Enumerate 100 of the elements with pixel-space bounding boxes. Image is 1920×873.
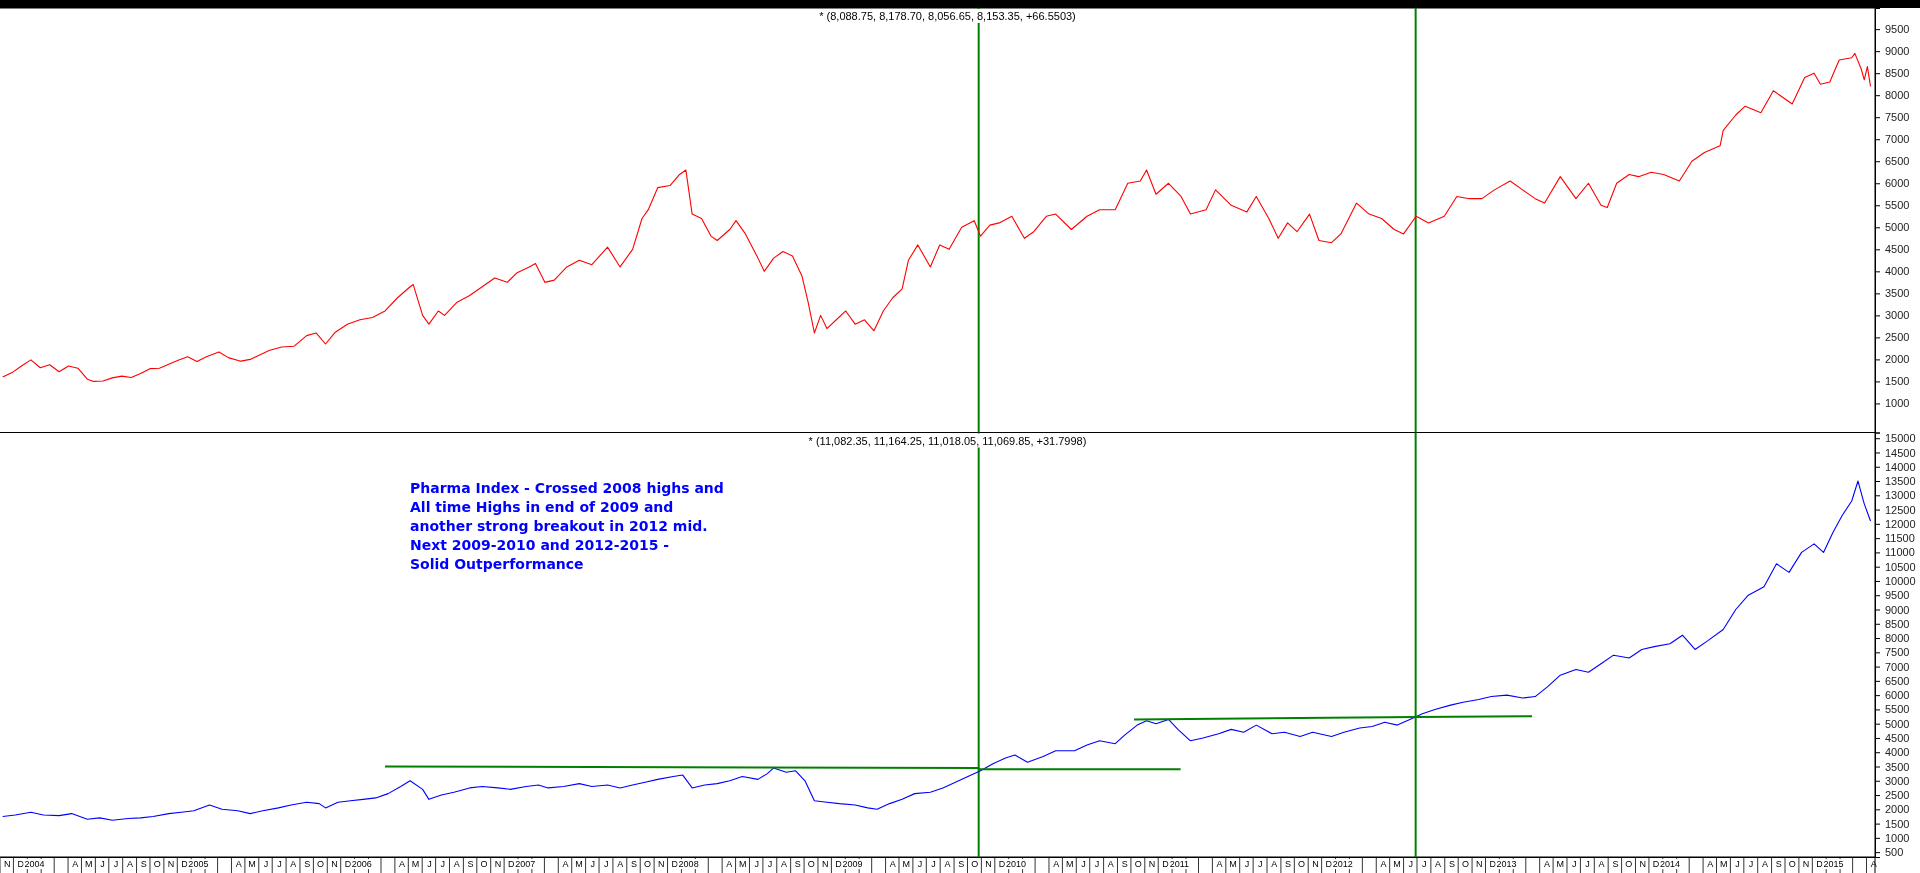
x-tick-label: N (167, 859, 175, 870)
line-series (2, 52, 1872, 382)
x-tick-label: S (631, 859, 638, 870)
y-tick-label: 11000 (1885, 546, 1915, 559)
x-tick-label: O (1134, 859, 1142, 870)
x-tick-label: A (399, 859, 406, 870)
x-tick-label: S (1775, 859, 1782, 870)
x-tick-label: 2004 (24, 859, 45, 870)
annotation: Pharma Index - Crossed 2008 highs and All time Highs in end of 2009 and another strong breakout in 2012 mid. Next 2009-2010 and 2012-2015 - Solid Outperformance (410, 479, 724, 572)
x-tick-label: A (889, 859, 896, 870)
x-tick-label: N (1802, 859, 1810, 870)
x-tick-label: M (1229, 859, 1237, 870)
x-tick-label: D (1652, 859, 1660, 870)
x-tick-label: J (590, 859, 596, 870)
y-tick-label: 8500 (1885, 617, 1910, 630)
x-tick-label: A (126, 859, 133, 870)
x-tick-label: N (985, 859, 992, 870)
y-tick-label: 6500 (1885, 674, 1910, 687)
x-tick-label: M (1719, 859, 1728, 870)
x-tick-label: 2007 (515, 859, 536, 870)
y-tick-label: 11500 (1885, 532, 1915, 545)
x-tick-label: A (72, 859, 79, 870)
x-tick-label: M (902, 859, 910, 870)
y-tick-label: 9500 (1885, 589, 1910, 602)
x-tick-label: O (1298, 859, 1306, 870)
x-tick-label: A (726, 859, 733, 870)
x-tick-label: O (317, 859, 325, 870)
y-tick-label: 4500 (1885, 731, 1910, 744)
x-tick-label: J (1748, 859, 1754, 870)
line-series (2, 480, 1872, 821)
y-tick-label: 1500 (1885, 817, 1910, 830)
y-tick-label: 3000 (1885, 774, 1910, 787)
y-tick-label: 10500 (1885, 560, 1916, 573)
y-tick-label: 8000 (1885, 89, 1910, 102)
x-tick-label: J (1585, 859, 1590, 870)
x-tick-label: A (562, 859, 569, 870)
x-tick-label: A (1598, 859, 1605, 870)
x-tick-label: D (181, 859, 189, 870)
y-tick-label: 7500 (1885, 111, 1910, 124)
x-tick-label: J (277, 859, 282, 870)
y-tick-label: 2000 (1885, 803, 1910, 816)
x-tick-label: J (604, 859, 609, 870)
x-tick-label: J (767, 859, 773, 870)
x-tick-label: M (575, 859, 583, 870)
y-tick-label: 7000 (1885, 660, 1910, 673)
y-tick-label: 3000 (1885, 309, 1910, 322)
y-tick-label: 500 (1885, 846, 1904, 859)
y-tick-label: 8000 (1885, 632, 1910, 645)
x-tick-label: D (1816, 859, 1824, 870)
y-tick-label: 8500 (1885, 67, 1910, 80)
y-tick-label: 4000 (1885, 265, 1910, 278)
x-tick-label: A (944, 859, 951, 870)
x-tick-label: S (467, 859, 474, 870)
y-tick-label: 4000 (1885, 746, 1910, 759)
x-tick-label: S (1612, 859, 1619, 870)
y-tick-label: 2500 (1885, 789, 1910, 802)
chart-title: * (11,082.35, 11,164.25, 11,018.05, 11,069.85, +31.7998) (808, 434, 1087, 447)
x-tick-label: J (917, 859, 923, 870)
x-tick-label: A (235, 859, 242, 870)
y-tick-label: 5500 (1885, 199, 1910, 212)
y-tick-label: 5000 (1885, 717, 1910, 730)
x-tick-label: D (671, 859, 679, 870)
x-tick-label: S (1121, 859, 1128, 870)
y-tick-label: 12000 (1885, 517, 1916, 530)
x-tick-label: N (1476, 859, 1483, 870)
x-tick-label: 2009 (842, 859, 863, 870)
x-tick-label: N (3, 859, 11, 870)
x-tick-label: O (1461, 859, 1469, 870)
x-tick-label: A (1435, 859, 1442, 870)
x-tick-label: M (1393, 859, 1401, 870)
x-tick-label: J (1735, 859, 1740, 870)
x-tick-label: A (1271, 859, 1278, 870)
x-tick-label: J (1094, 859, 1100, 870)
x-tick-label: 2011 (1169, 859, 1189, 870)
x-tick-label: J (1258, 859, 1263, 870)
x-tick-label: 2012 (1332, 859, 1353, 870)
x-tick-label: J (1244, 859, 1250, 870)
x-tick-label: J (427, 859, 432, 870)
x-tick-label: M (739, 859, 747, 870)
x-tick-label: 2015 (1823, 859, 1844, 870)
x-tick-label: M (1556, 859, 1565, 870)
x-tick-label: A (1216, 859, 1223, 870)
x-tick-label: N (1639, 859, 1646, 870)
y-tick-label: 5000 (1885, 221, 1910, 234)
x-tick-label: A (617, 859, 624, 870)
x-tick-label: D (344, 859, 352, 870)
x-tick-label: S (794, 859, 801, 870)
x-tick-label: O (1788, 859, 1796, 870)
x-tick-label: O (643, 859, 651, 870)
x-tick-label: O (971, 859, 979, 870)
x-tick-label: S (304, 859, 311, 870)
x-tick-label: A (1870, 859, 1877, 870)
x-tick-label: 2013 (1496, 859, 1517, 870)
x-tick-label: S (1448, 859, 1455, 870)
y-tick-label: 9000 (1885, 45, 1910, 58)
x-tick-label: 2014 (1659, 859, 1681, 870)
x-tick-label: D (508, 859, 516, 870)
x-tick-label: N (658, 859, 665, 870)
y-tick-label: 9000 (1885, 603, 1910, 616)
y-tick-label: 14500 (1885, 446, 1916, 459)
